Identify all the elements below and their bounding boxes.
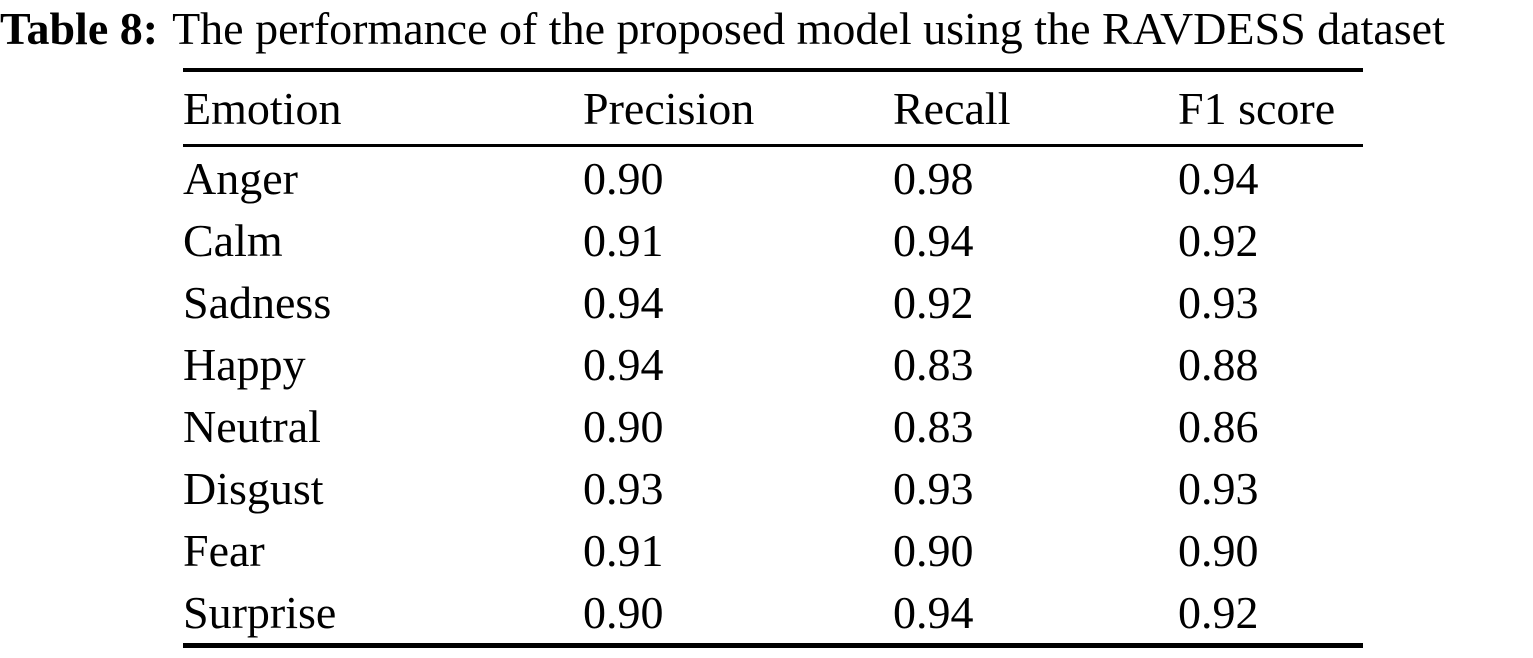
performance-table: Emotion Precision Recall F1 score Anger …: [183, 68, 1363, 648]
table-row-neutral: Neutral 0.90 0.83 0.86: [183, 395, 1363, 457]
emotion-cell: Surprise: [183, 586, 337, 638]
precision-cell: 0.94: [583, 338, 664, 390]
table-caption-text: The performance of the proposed model us…: [172, 3, 1445, 54]
column-header-f1-score: F1 score: [1178, 70, 1363, 147]
emotion-cell: Sadness: [183, 276, 332, 328]
emotion-cell: Happy: [183, 338, 306, 390]
precision-cell: 0.94: [583, 276, 664, 328]
recall-cell: 0.94: [893, 586, 974, 638]
f1-score-cell: 0.92: [1178, 586, 1259, 638]
f1-score-cell: 0.88: [1178, 338, 1259, 390]
emotion-cell: Disgust: [183, 462, 324, 514]
emotion-cell: Anger: [183, 152, 298, 204]
recall-cell: 0.98: [893, 152, 974, 204]
recall-cell: 0.90: [893, 524, 974, 576]
table-row-surprise: Surprise 0.90 0.94 0.92: [183, 581, 1363, 646]
emotion-cell: Calm: [183, 214, 283, 266]
table-caption-label: Table 8:: [0, 3, 159, 54]
f1-score-cell: 0.94: [1178, 152, 1259, 204]
table-row-anger: Anger 0.90 0.98 0.94: [183, 146, 1363, 210]
recall-cell: 0.94: [893, 214, 974, 266]
column-header-precision: Precision: [583, 70, 893, 147]
table-row-calm: Calm 0.91 0.94 0.92: [183, 209, 1363, 271]
f1-score-cell: 0.93: [1178, 276, 1259, 328]
precision-cell: 0.90: [583, 400, 664, 452]
column-header-recall: Recall: [893, 70, 1178, 147]
precision-cell: 0.90: [583, 586, 664, 638]
precision-cell: 0.90: [583, 152, 664, 204]
f1-score-cell: 0.93: [1178, 462, 1259, 514]
recall-cell: 0.93: [893, 462, 974, 514]
column-header-emotion: Emotion: [183, 70, 583, 147]
table-caption: Table 8: The performance of the proposed …: [0, 1, 1533, 57]
table-row-disgust: Disgust 0.93 0.93 0.93: [183, 457, 1363, 519]
precision-cell: 0.93: [583, 462, 664, 514]
f1-score-cell: 0.86: [1178, 400, 1259, 452]
emotion-cell: Neutral: [183, 400, 321, 452]
recall-cell: 0.83: [893, 338, 974, 390]
f1-score-cell: 0.92: [1178, 214, 1259, 266]
precision-cell: 0.91: [583, 214, 664, 266]
precision-cell: 0.91: [583, 524, 664, 576]
table-row-fear: Fear 0.91 0.90 0.90: [183, 519, 1363, 581]
table-row-sadness: Sadness 0.94 0.92 0.93: [183, 271, 1363, 333]
recall-cell: 0.92: [893, 276, 974, 328]
header-row: Emotion Precision Recall F1 score: [183, 70, 1363, 147]
table-row-happy: Happy 0.94 0.83 0.88: [183, 333, 1363, 395]
recall-cell: 0.83: [893, 400, 974, 452]
emotion-cell: Fear: [183, 524, 265, 576]
f1-score-cell: 0.90: [1178, 524, 1259, 576]
